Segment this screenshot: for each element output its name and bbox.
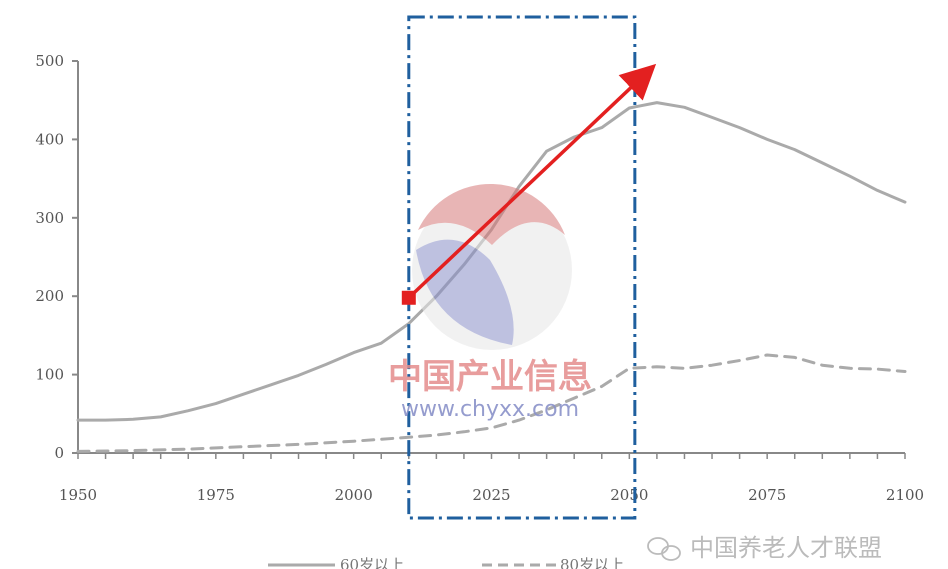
watermark-url: www.chyxx.com: [401, 397, 579, 422]
y-tick-label: 0: [54, 444, 64, 462]
x-tick-label: 2075: [748, 486, 786, 504]
x-tick-label: 1975: [197, 486, 235, 504]
series-line-2: [76, 353, 907, 453]
x-tick-label: 2100: [886, 486, 924, 504]
watermark-chinese: 中国产业信息: [388, 357, 592, 397]
y-tick-label: 200: [35, 287, 64, 305]
credit: 中国养老人才联盟: [647, 534, 882, 562]
legend: 60岁以上 80岁以上: [268, 556, 624, 569]
y-tick-label: 300: [35, 209, 64, 227]
trend-arrow: [407, 63, 657, 300]
legend-label-80: 80岁以上: [560, 556, 624, 569]
x-tick-label: 2000: [335, 486, 373, 504]
y-tick-label: 100: [35, 366, 64, 384]
x-tick-label: 2025: [472, 486, 510, 504]
watermark-logo: [412, 183, 572, 350]
x-tick-label: 2050: [610, 486, 648, 504]
axes: 0 100 200 300 400 500 1950 1975 2000 2025 2050 2075…: [35, 52, 924, 504]
x-tick-label: 1950: [59, 486, 97, 504]
wechat-icon: [647, 537, 681, 561]
credit-text: 中国养老人才联盟: [690, 534, 882, 562]
highlight-box: [407, 15, 637, 520]
y-tick-label: 400: [35, 130, 64, 148]
y-tick-label: 500: [35, 52, 64, 70]
legend-label-60: 60岁以上: [340, 556, 404, 569]
arrow-start-marker: [401, 290, 416, 305]
